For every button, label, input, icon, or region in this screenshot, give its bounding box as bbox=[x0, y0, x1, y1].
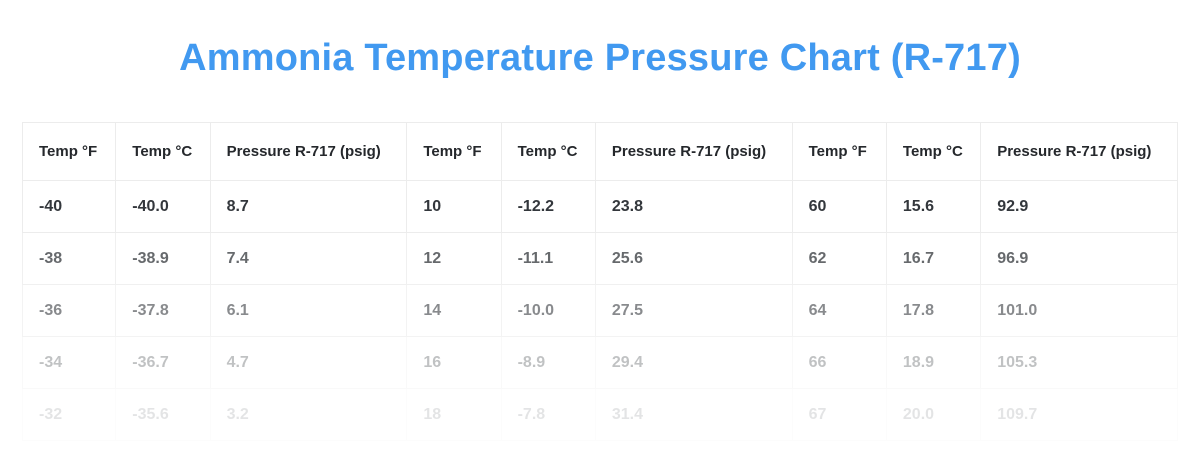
table-header-cell: Pressure R-717 (psig) bbox=[595, 122, 793, 181]
table-cell: 60 bbox=[792, 181, 887, 233]
table-cell: 10 bbox=[407, 181, 502, 233]
table-cell: 16.7 bbox=[886, 233, 982, 285]
table-header-cell: Pressure R-717 (psig) bbox=[210, 122, 408, 181]
table-cell: -32 bbox=[22, 389, 117, 441]
table-cell: -34 bbox=[22, 337, 117, 389]
table-cell: 62 bbox=[792, 233, 887, 285]
table-cell: -38.9 bbox=[116, 233, 211, 285]
table-header-row: Temp °F Temp °C Pressure R-717 (psig) Temp … bbox=[22, 122, 1178, 181]
table-cell: 96.9 bbox=[981, 233, 1178, 285]
table-container: Temp °F Temp °C Pressure R-717 (psig) Temp … bbox=[22, 122, 1178, 441]
table-cell: -35.6 bbox=[116, 389, 211, 441]
table-cell: -10.0 bbox=[501, 285, 596, 337]
table-cell: 7.4 bbox=[210, 233, 408, 285]
table-cell: 64 bbox=[792, 285, 887, 337]
table-row: -34 -36.7 4.7 16 -8.9 29.4 66 18.9 105.3 bbox=[22, 337, 1178, 389]
table-cell: 14 bbox=[407, 285, 502, 337]
table-cell: 101.0 bbox=[981, 285, 1178, 337]
table-header-cell: Temp °C bbox=[501, 122, 596, 181]
table-row: -38 -38.9 7.4 12 -11.1 25.6 62 16.7 96.9 bbox=[22, 233, 1178, 285]
table-cell: 18 bbox=[407, 389, 502, 441]
table-header-cell: Temp °F bbox=[407, 122, 502, 181]
table-cell: 27.5 bbox=[595, 285, 793, 337]
table-cell: 12 bbox=[407, 233, 502, 285]
table-cell: 6.1 bbox=[210, 285, 408, 337]
table-row: -40 -40.0 8.7 10 -12.2 23.8 60 15.6 92.9 bbox=[22, 181, 1178, 233]
table-cell: 29.4 bbox=[595, 337, 793, 389]
table-header-cell: Temp °C bbox=[116, 122, 211, 181]
table-body: -40 -40.0 8.7 10 -12.2 23.8 60 15.6 92.9 -38 -38.9… bbox=[22, 181, 1178, 441]
table-cell: 66 bbox=[792, 337, 887, 389]
page-title: Ammonia Temperature Pressure Chart (R-71… bbox=[179, 37, 1021, 79]
table-cell: 18.9 bbox=[886, 337, 982, 389]
table-cell: -37.8 bbox=[116, 285, 211, 337]
table-cell: 109.7 bbox=[981, 389, 1178, 441]
table-cell: 25.6 bbox=[595, 233, 793, 285]
table-cell: 31.4 bbox=[595, 389, 793, 441]
table-cell: 3.2 bbox=[210, 389, 408, 441]
table-header-cell: Temp °C bbox=[886, 122, 982, 181]
table-cell: 105.3 bbox=[981, 337, 1178, 389]
table-cell: 15.6 bbox=[886, 181, 982, 233]
table-header-cell: Temp °F bbox=[792, 122, 887, 181]
pressure-table: Temp °F Temp °C Pressure R-717 (psig) Temp … bbox=[22, 122, 1178, 441]
table-cell: -40 bbox=[22, 181, 117, 233]
table-cell: 4.7 bbox=[210, 337, 408, 389]
table-cell: 92.9 bbox=[981, 181, 1178, 233]
table-cell: -12.2 bbox=[501, 181, 596, 233]
table-header-cell: Temp °F bbox=[22, 122, 117, 181]
table-cell: -8.9 bbox=[501, 337, 596, 389]
table-cell: 20.0 bbox=[886, 389, 982, 441]
table-row: -36 -37.8 6.1 14 -10.0 27.5 64 17.8 101.0 bbox=[22, 285, 1178, 337]
table-cell: 67 bbox=[792, 389, 887, 441]
table-cell: -36.7 bbox=[116, 337, 211, 389]
table-cell: -36 bbox=[22, 285, 117, 337]
table-cell: 23.8 bbox=[595, 181, 793, 233]
table-cell: 8.7 bbox=[210, 181, 408, 233]
table-cell: 17.8 bbox=[886, 285, 982, 337]
table-cell: -7.8 bbox=[501, 389, 596, 441]
table-header-cell: Pressure R-717 (psig) bbox=[981, 122, 1178, 181]
table-cell: -11.1 bbox=[501, 233, 596, 285]
table-cell: -38 bbox=[22, 233, 117, 285]
table-cell: -40.0 bbox=[116, 181, 211, 233]
table-cell: 16 bbox=[407, 337, 502, 389]
table-row: -32 -35.6 3.2 18 -7.8 31.4 67 20.0 109.7 bbox=[22, 389, 1178, 441]
